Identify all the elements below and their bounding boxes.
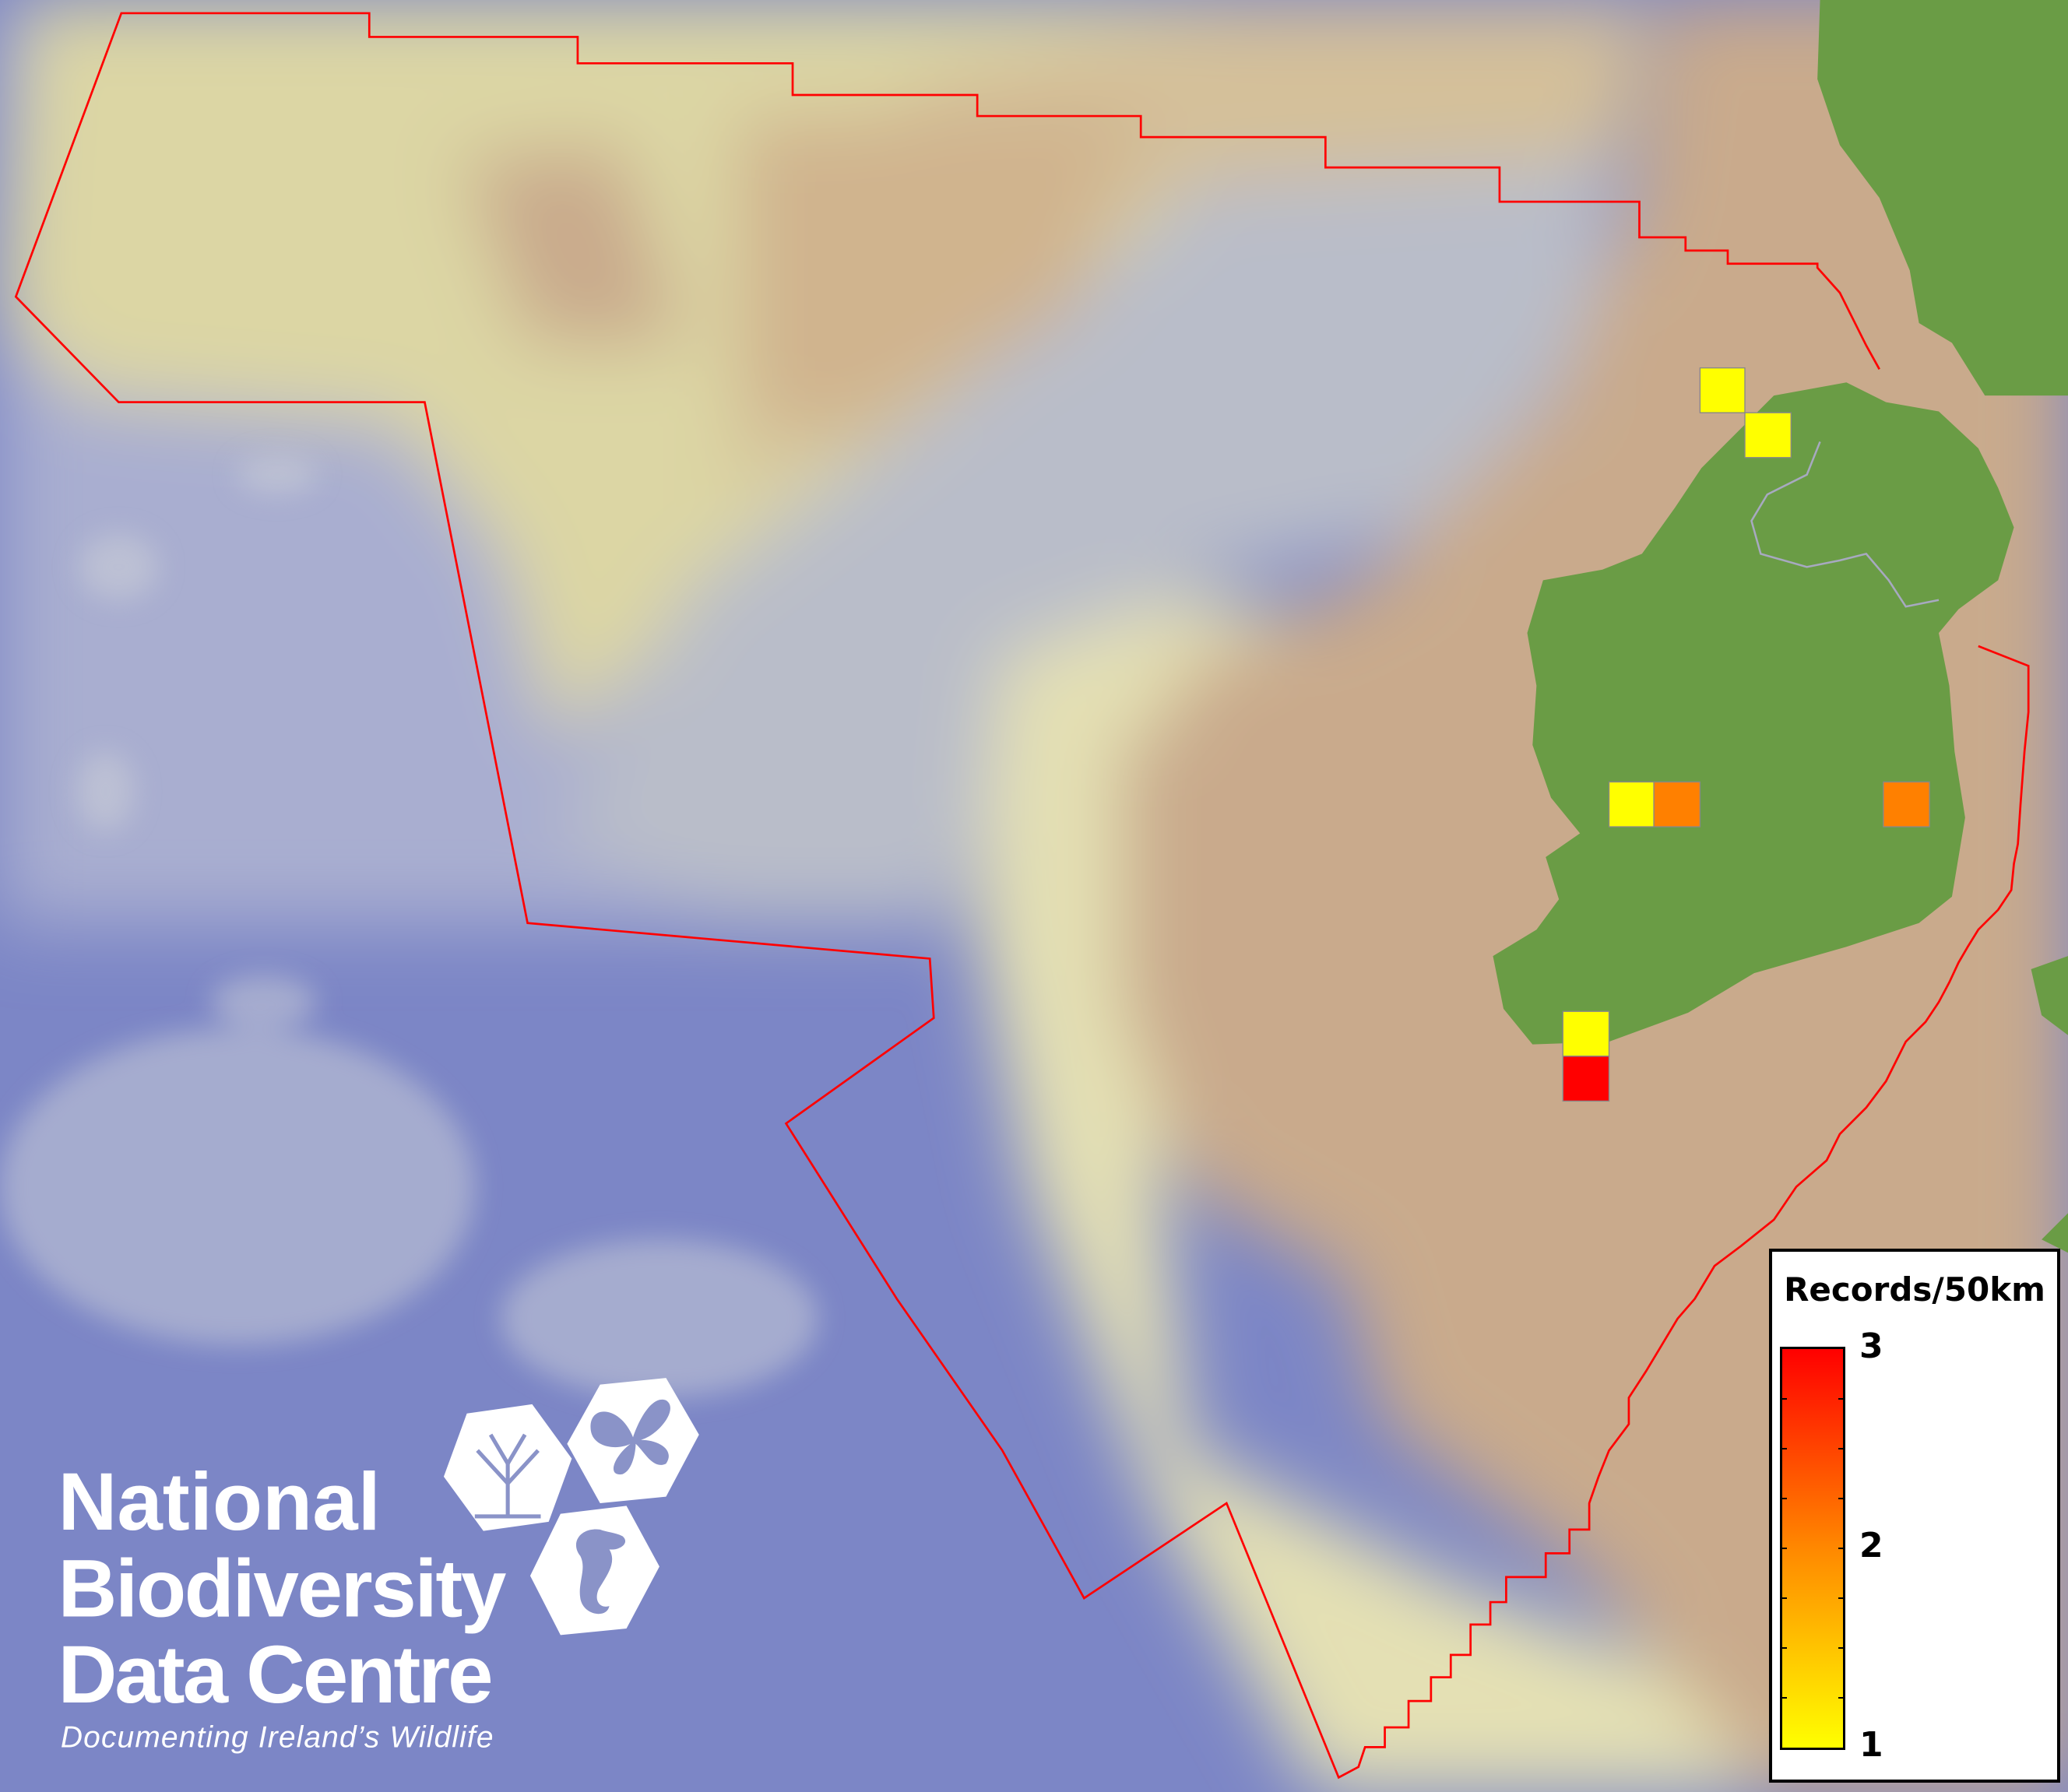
tree-icon: [474, 1433, 541, 1519]
tree-hexagon: [443, 1404, 572, 1531]
legend: Records/50km 3 2 1: [1769, 1249, 2060, 1783]
butterfly-icon: [590, 1399, 670, 1475]
ireland-landmass: [1493, 382, 2014, 1045]
legend-tick: [1838, 1697, 1843, 1699]
record-cells: [1562, 367, 1930, 1102]
legend-label-mid: 2: [1859, 1526, 1883, 1565]
record-cell[interactable]: [1562, 1056, 1610, 1102]
record-cell[interactable]: [1653, 781, 1701, 827]
legend-tick: [1782, 1398, 1787, 1400]
logo-line-biodiversity: Biodiversity: [58, 1544, 507, 1635]
legend-tick: [1782, 1597, 1787, 1599]
legend-label-min: 1: [1859, 1725, 1883, 1765]
legend-tick: [1838, 1498, 1843, 1499]
legend-tick: [1838, 1398, 1843, 1400]
legend-tick: [1782, 1697, 1787, 1699]
legend-title: Records/50km: [1784, 1270, 2045, 1309]
nbdc-logo: National Biodiversity Data Centre Docume…: [58, 1378, 699, 1754]
legend-tick: [1838, 1597, 1843, 1599]
record-cell[interactable]: [1699, 367, 1746, 413]
logo-line-national: National: [58, 1456, 381, 1548]
legend-tick: [1838, 1548, 1843, 1549]
northern-ireland-border: [1750, 441, 1940, 608]
land-areas: [1493, 0, 2068, 1253]
legend-tick: [1838, 1647, 1843, 1649]
butterfly-hexagon: [567, 1378, 699, 1504]
legend-color-ramp: [1780, 1347, 1845, 1750]
survey-boundary: [14, 12, 2030, 1780]
record-cell[interactable]: [1744, 412, 1792, 459]
legend-tick: [1782, 1448, 1787, 1449]
seahorse-hexagon: [529, 1506, 659, 1636]
scotland-landmass: [1817, 0, 2068, 396]
logo-tagline: Documenting Ireland’s Wildlife: [61, 1720, 494, 1754]
seahorse-icon: [575, 1529, 626, 1615]
wales-landmass: [2031, 956, 2068, 1035]
legend-tick: [1782, 1548, 1787, 1549]
record-cell[interactable]: [1608, 781, 1655, 827]
record-cell[interactable]: [1883, 781, 1930, 827]
record-cell[interactable]: [1562, 1010, 1610, 1057]
legend-tick: [1838, 1448, 1843, 1449]
wales-landmass-south: [2042, 1213, 2068, 1253]
legend-label-max: 3: [1859, 1326, 1883, 1366]
logo-line-data-centre: Data Centre: [58, 1629, 494, 1720]
legend-tick: [1782, 1498, 1787, 1499]
legend-tick: [1782, 1647, 1787, 1649]
